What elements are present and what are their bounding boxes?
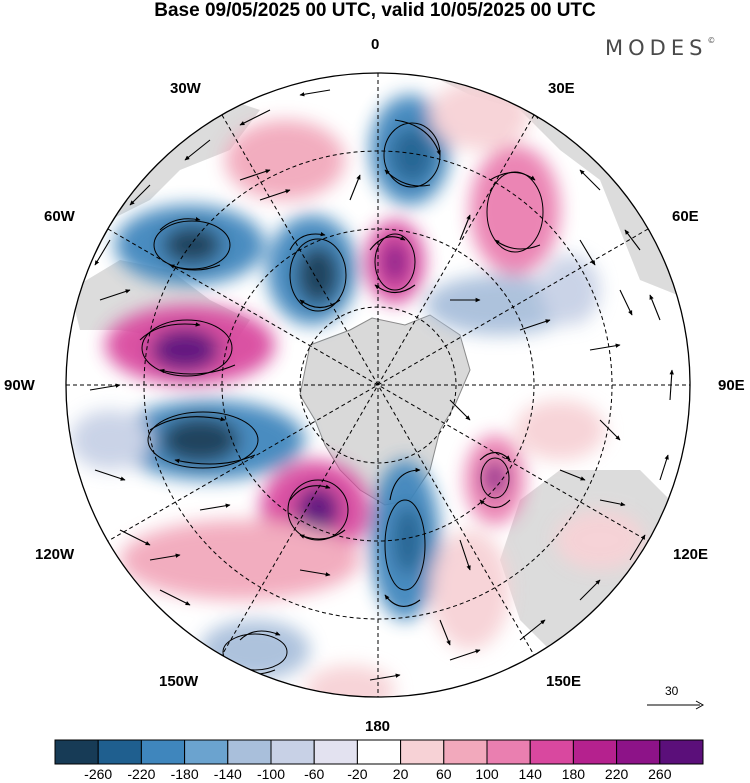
lon-label-120w: 120W xyxy=(35,546,75,563)
colorbar-tick-label: -260 xyxy=(84,766,113,782)
copyright-mark: © xyxy=(707,36,716,45)
colorbar-tick-label: -220 xyxy=(127,766,156,782)
colorbar-swatch xyxy=(54,739,99,765)
lon-label-90w: 90W xyxy=(4,377,35,394)
lon-label-150w: 150W xyxy=(159,673,199,690)
graticule xyxy=(66,73,690,697)
lon-label-120e: 120E xyxy=(673,546,709,563)
colorbar-swatch xyxy=(140,739,186,765)
colorbar-tick-label: -100 xyxy=(256,766,286,782)
colorbar-tick-label: 220 xyxy=(604,766,629,782)
brand-text: MODES xyxy=(605,36,708,60)
colorbar-swatch xyxy=(184,739,229,765)
colorbar-tick-label: 60 xyxy=(436,766,452,782)
colorbar xyxy=(54,739,704,765)
colorbar-swatch xyxy=(356,739,402,765)
antarctica xyxy=(299,314,471,506)
lon-label-60w: 60W xyxy=(44,208,75,225)
colorbar-tick-label: 180 xyxy=(561,766,586,782)
colorbar-swatch xyxy=(313,739,358,765)
map-title: Base 09/05/2025 00 UTC, valid 10/05/2025… xyxy=(154,0,596,21)
colorbar-swatch xyxy=(270,739,315,765)
colorbar-swatch xyxy=(97,739,142,765)
lon-label-180: 180 xyxy=(365,718,391,735)
modes-logo: MODES© xyxy=(605,36,715,60)
colorbar-tick-label: 140 xyxy=(518,766,542,782)
anomaly-fields xyxy=(70,80,645,697)
colorbar-tick-label: -180 xyxy=(170,766,199,782)
colorbar-swatch xyxy=(227,739,272,765)
lon-label-150e: 150E xyxy=(546,673,582,690)
colorbar-swatch xyxy=(659,739,704,765)
colorbar-tick-label: 20 xyxy=(392,766,409,782)
lon-label-60e: 60E xyxy=(672,208,699,225)
colorbar-swatch xyxy=(400,739,445,765)
map-boundary xyxy=(65,72,691,698)
colorbar-tick-label: -140 xyxy=(213,766,242,782)
lon-label-90e: 90E xyxy=(718,377,745,394)
lon-label-30e: 30E xyxy=(548,80,575,97)
colorbar-tick-label: -20 xyxy=(347,766,368,782)
lon-label-0: 0 xyxy=(371,36,380,53)
reference-vector-label: 30 xyxy=(665,684,679,698)
reference-vector-arrow xyxy=(647,700,705,710)
colorbar-tick-label: 100 xyxy=(475,766,499,782)
colorbar-swatch xyxy=(572,739,618,765)
wind-vectors xyxy=(89,84,674,697)
colorbar-swatch xyxy=(486,739,531,765)
colorbar-swatch xyxy=(529,739,574,765)
lon-label-30w: 30W xyxy=(170,80,201,97)
colorbar-swatch xyxy=(443,739,488,765)
contours xyxy=(141,122,544,671)
colorbar-tick-label: -60 xyxy=(304,766,325,782)
colorbar-tick-label: 260 xyxy=(648,766,672,782)
colorbar-swatch xyxy=(616,739,661,765)
